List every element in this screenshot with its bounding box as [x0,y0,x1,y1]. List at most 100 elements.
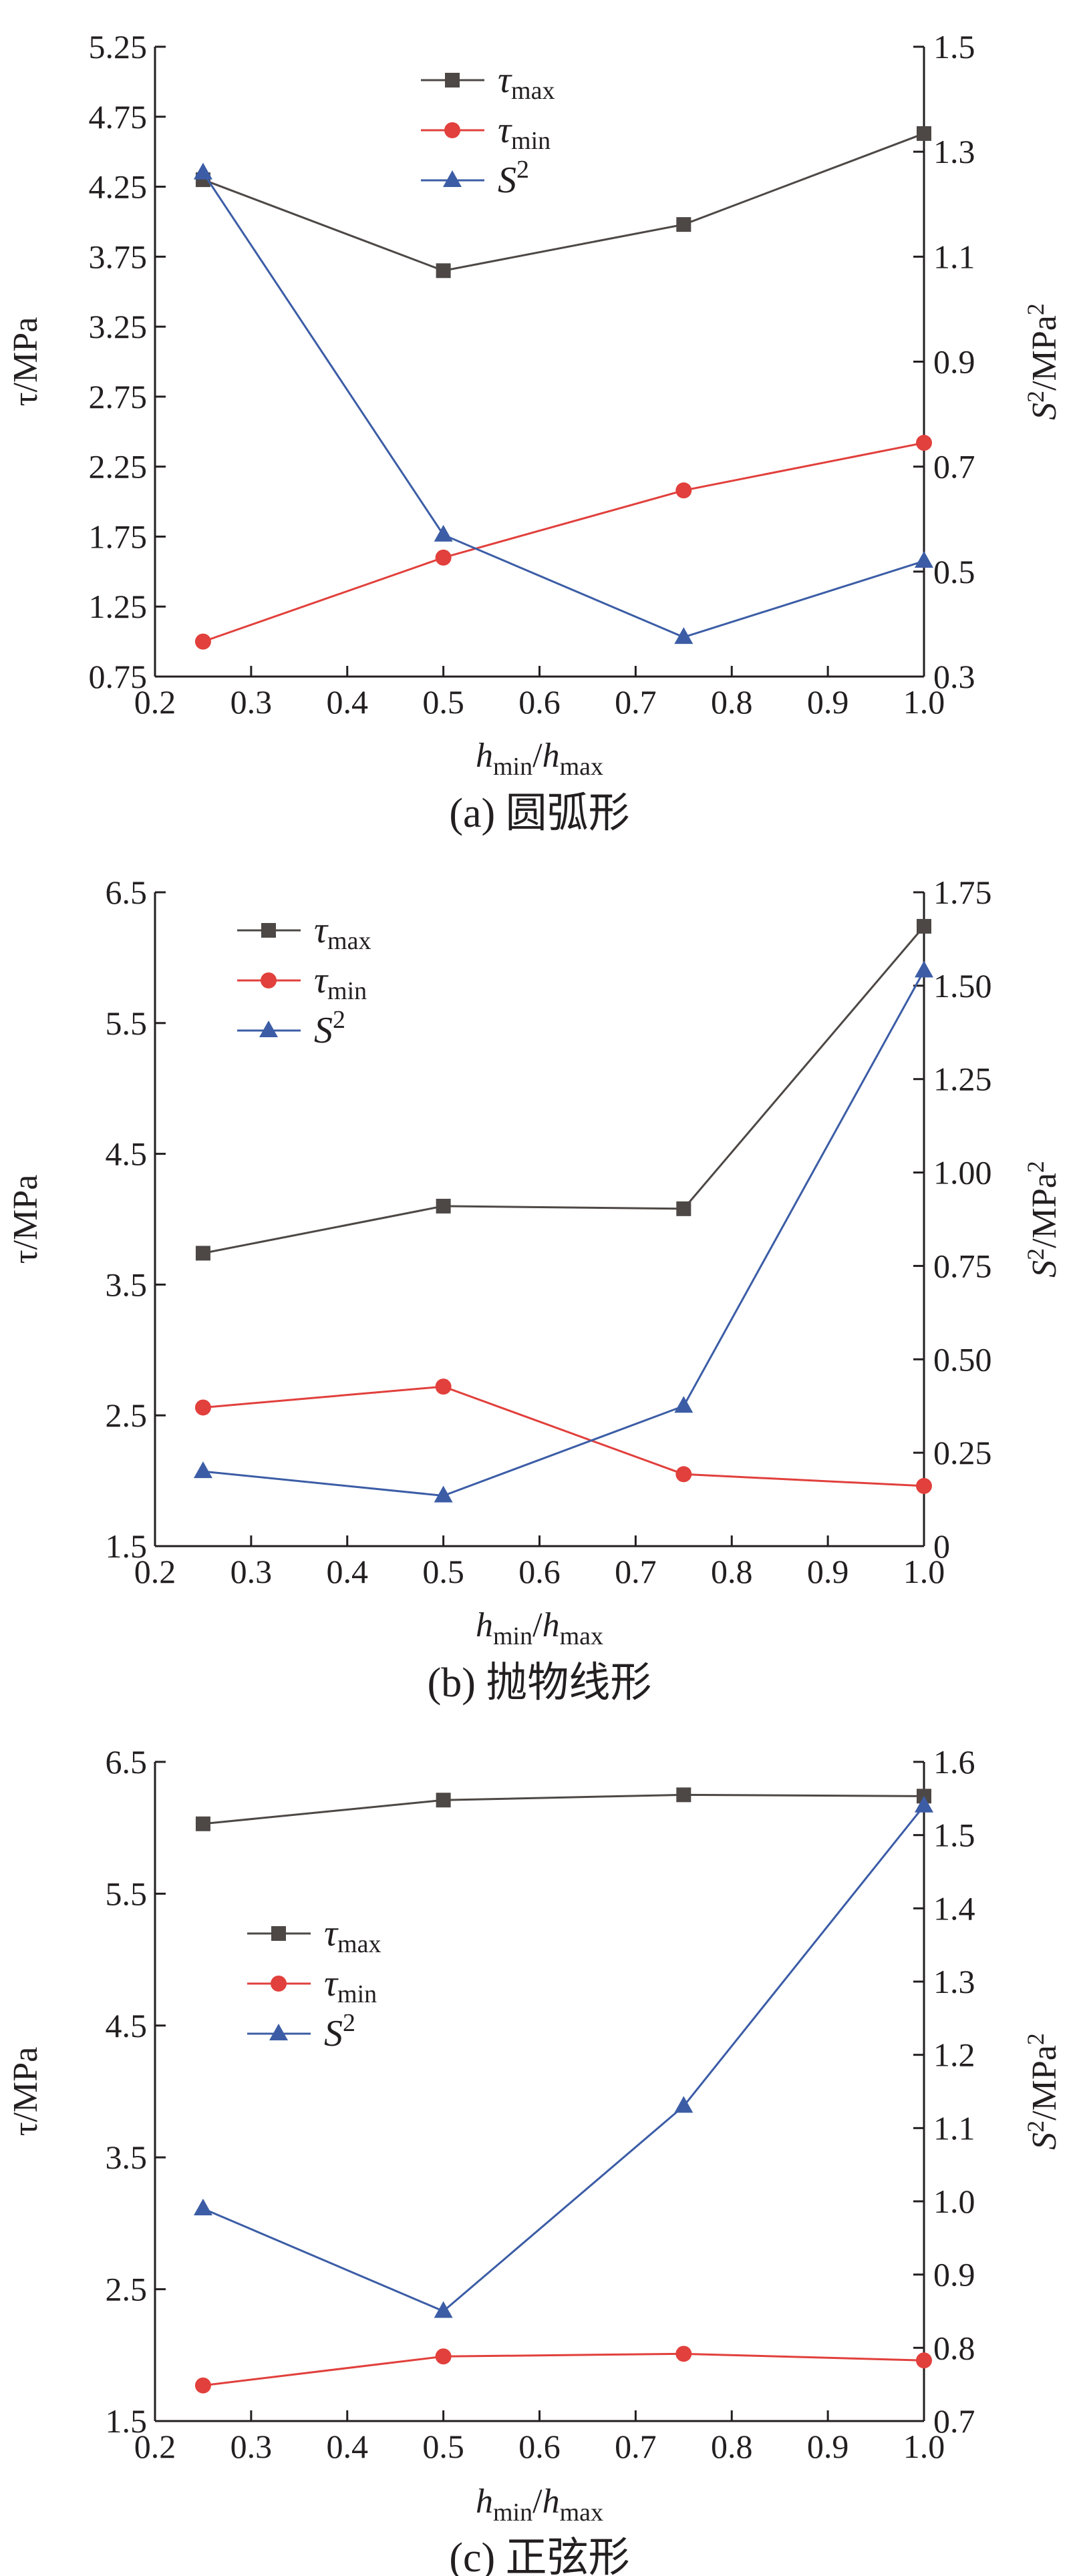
legend-label-main: τ [498,110,512,151]
marker-triangle [434,1485,453,1503]
right-y-tick-label: 0.7 [933,2402,975,2440]
x-axis-title-h1: h [476,1606,493,1644]
right-y-tick-label: 1.1 [933,2109,975,2147]
legend-label-sup: 2 [516,156,529,184]
right-y-axis-title: S2/MPa2 [1022,1161,1064,1278]
x-tick-label: 0.2 [134,1553,176,1590]
marker-square [261,923,276,938]
marker-triangle [674,1396,693,1413]
legend-label-main: τ [314,960,329,1001]
right-y-tick-label: 1.25 [933,1061,992,1098]
panel-caption: (c) 正弦形 [449,2535,629,2576]
left-y-tick-label: 1.5 [106,1527,148,1565]
x-axis-title: hmin/hmax [476,737,603,781]
x-tick-label: 0.3 [230,1553,273,1590]
right-y-tick-label: 1.00 [933,1154,992,1191]
legend-label-main: τ [314,910,329,951]
right-y-tick-label: 0.5 [933,553,975,590]
x-tick-label: 0.8 [711,2428,753,2465]
marker-circle [194,633,211,650]
left-y-tick-label: 2.25 [89,448,148,486]
series-line [202,925,925,1254]
left-y-tick-label: 3.75 [89,238,148,275]
series-min [194,2346,932,2394]
chart-panel-3: 0.2 0.3 0.4 0.5 0.6 0.7 0.8 0.9 1.0 1.5 2.5 3.5 4.5 5… [7,1743,1064,2576]
marker-circle [435,1378,452,1395]
legend-entry: τmax [237,910,371,955]
left-y-tick-label: 1.5 [106,2402,148,2440]
x-axis-title-sub2: max [560,2499,603,2527]
left-y-tick-label: 2.5 [106,2271,148,2308]
legend-label-main: τ [324,1913,339,1954]
marker-circle [435,549,452,566]
series-max [195,126,931,279]
marker-circle [194,1399,211,1416]
marker-circle [675,482,692,499]
right-y-tick-label: 1.50 [933,967,992,1004]
left-y-tick-label: 5.5 [106,1875,148,1912]
left-y-tick-label: 3.5 [106,1266,148,1303]
left-y-tick-label: 4.75 [89,98,148,136]
chart-panel-2: 0.2 0.3 0.4 0.5 0.6 0.7 0.8 0.9 1.0 1.5 2.5 3.5 4.5 5… [7,874,1064,1706]
marker-triangle [915,960,933,978]
marker-triangle [674,627,693,645]
left-y-tick-label: 4.5 [106,2007,148,2044]
legend-label: τmin [324,1963,377,2008]
x-tick-label: 0.9 [807,683,849,721]
marker-square [917,126,931,141]
right-y-tick-label: 1.1 [933,238,975,275]
right-y-tick-label: 0.7 [933,448,975,486]
x-tick-label: 0.5 [422,1553,464,1590]
x-axis-title-h2: h [543,2482,560,2521]
marker-square [676,1201,691,1216]
marker-circle [675,2346,692,2362]
left-y-tick-label: 5.5 [106,1004,148,1042]
x-axis-title-h2: h [543,737,560,775]
x-axis-title-h1: h [476,2482,493,2521]
right-y-axis-title-sup: 2 [1022,391,1049,403]
right-y-tick-label: 1.3 [933,1963,975,2000]
legend-label: τmax [498,59,555,105]
series-line [202,441,925,643]
marker-square [195,1816,210,1831]
legend-entry: S2 [421,156,529,201]
right-y-axis-title-s: S [1026,2133,1064,2150]
right-y-tick-label: 1.2 [933,2036,975,2074]
marker-square [271,1926,286,1941]
legend-entry: S2 [247,2009,355,2054]
marker-circle [916,2352,932,2369]
right-y-tick-label: 1.5 [933,1817,975,1854]
series-line [202,172,925,638]
right-y-tick-label: 1.5 [933,28,975,65]
marker-circle [916,435,932,451]
x-tick-label: 0.7 [615,683,657,721]
left-y-tick-label: 4.25 [89,168,148,206]
left-y-tick-label: 6.5 [106,1743,148,1781]
right-y-axis-title-sup2: 2 [1022,1161,1049,1173]
right-y-axis-title: S2/MPa2 [1022,303,1064,420]
x-tick-label: 0.7 [615,2428,657,2465]
right-y-axis-title-unit: /MPa [1026,1173,1064,1248]
left-y-tick-label: 3.25 [89,308,148,345]
series-S2 [193,162,933,645]
marker-triangle [259,1021,278,1037]
series-min [194,435,932,650]
x-axis-title-sub2: max [560,1622,603,1650]
left-y-tick-label: 1.75 [89,518,148,555]
right-y-tick-label: 0.9 [933,2256,975,2293]
legend-label-main: S [324,2013,343,2054]
left-y-tick-label: 0.75 [89,658,148,695]
marker-triangle [434,2301,453,2318]
right-y-axis-title-sup: 2 [1022,1248,1049,1260]
left-y-tick-label: 1.25 [89,588,148,625]
marker-circle [444,122,460,138]
x-tick-label: 0.2 [134,2428,176,2465]
legend-label-sup: 2 [333,1006,345,1034]
right-y-tick-label: 1.0 [933,2183,975,2220]
right-y-tick-label: 1.6 [933,1743,975,1781]
legend-label-main: S [498,160,516,201]
marker-square [436,1198,451,1214]
x-tick-label: 0.3 [230,2428,273,2465]
x-tick-label: 1.0 [903,2428,945,2465]
legend-label-sub: min [511,127,551,155]
